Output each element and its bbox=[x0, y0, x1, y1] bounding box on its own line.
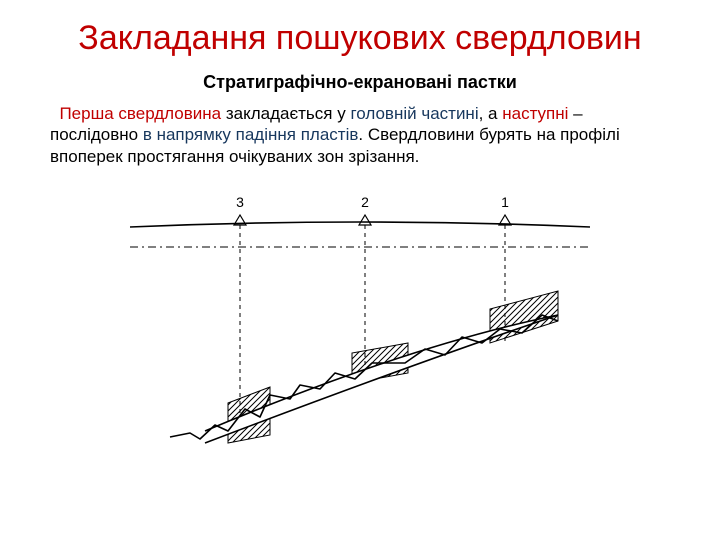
well-label: 2 bbox=[361, 194, 369, 210]
hl-head-part: головній частині bbox=[350, 104, 478, 123]
page-title: Закладання пошукових свердловин bbox=[50, 18, 670, 58]
well-label: 1 bbox=[501, 194, 509, 210]
body-text: , а bbox=[479, 104, 503, 123]
well-label: 3 bbox=[236, 194, 244, 210]
hl-dip-direction: в напрямку падіння пластів bbox=[143, 125, 359, 144]
derrick-icon bbox=[359, 215, 371, 225]
body-paragraph: Перша свердловина закладається у головні… bbox=[50, 103, 670, 167]
hl-next-wells: наступні bbox=[502, 104, 568, 123]
slide: Закладання пошукових свердловин Стратигр… bbox=[0, 0, 720, 540]
hl-first-well: Перша свердловина bbox=[59, 104, 221, 123]
cross-section-diagram: 3 2 1 bbox=[110, 187, 610, 447]
section-subtitle: Стратиграфічно-екрановані пастки bbox=[50, 72, 670, 93]
body-text: закладається у bbox=[221, 104, 350, 123]
